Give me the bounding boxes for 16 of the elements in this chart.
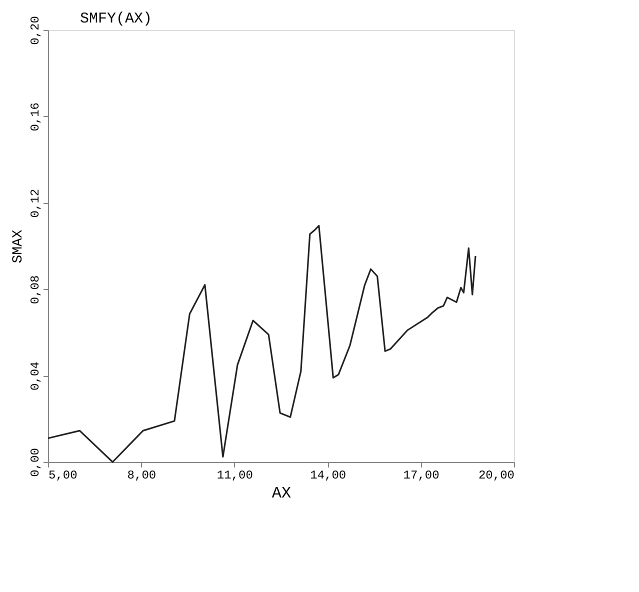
y-tick-label: 0,12: [28, 188, 42, 218]
line-series: [47, 224, 476, 463]
y-tick-label: 0,16: [28, 102, 42, 132]
y-tick-label: 0,08: [28, 275, 42, 304]
x-tick-label: 5,00: [48, 468, 78, 482]
y-tick-label: 0,04: [28, 362, 42, 391]
x-tick-label: 17,00: [403, 468, 440, 482]
x-tick-label: 11,00: [216, 468, 253, 482]
x-tick-label: 8,00: [127, 468, 156, 482]
y-tick-label: 0,00: [28, 448, 42, 477]
y-axis-title: SMAX: [10, 229, 26, 264]
y-tick-label: 0,20: [28, 16, 42, 45]
x-tick-label: 20,00: [478, 468, 514, 482]
x-axis-title: AX: [272, 484, 292, 502]
chart-title: SMFY(AX): [80, 10, 152, 28]
x-tick-label: 14,00: [310, 468, 346, 482]
